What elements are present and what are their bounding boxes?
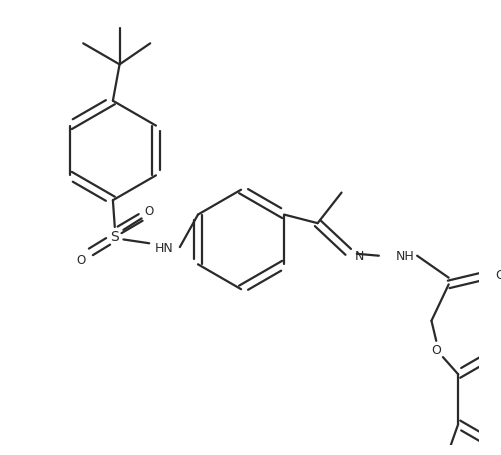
Text: NH: NH (396, 250, 415, 263)
Text: N: N (355, 250, 364, 263)
Text: O: O (495, 269, 501, 282)
Text: O: O (431, 343, 441, 356)
Text: HN: HN (155, 241, 174, 254)
Text: S: S (110, 229, 119, 243)
Text: O: O (145, 205, 154, 218)
Text: O: O (77, 253, 86, 267)
